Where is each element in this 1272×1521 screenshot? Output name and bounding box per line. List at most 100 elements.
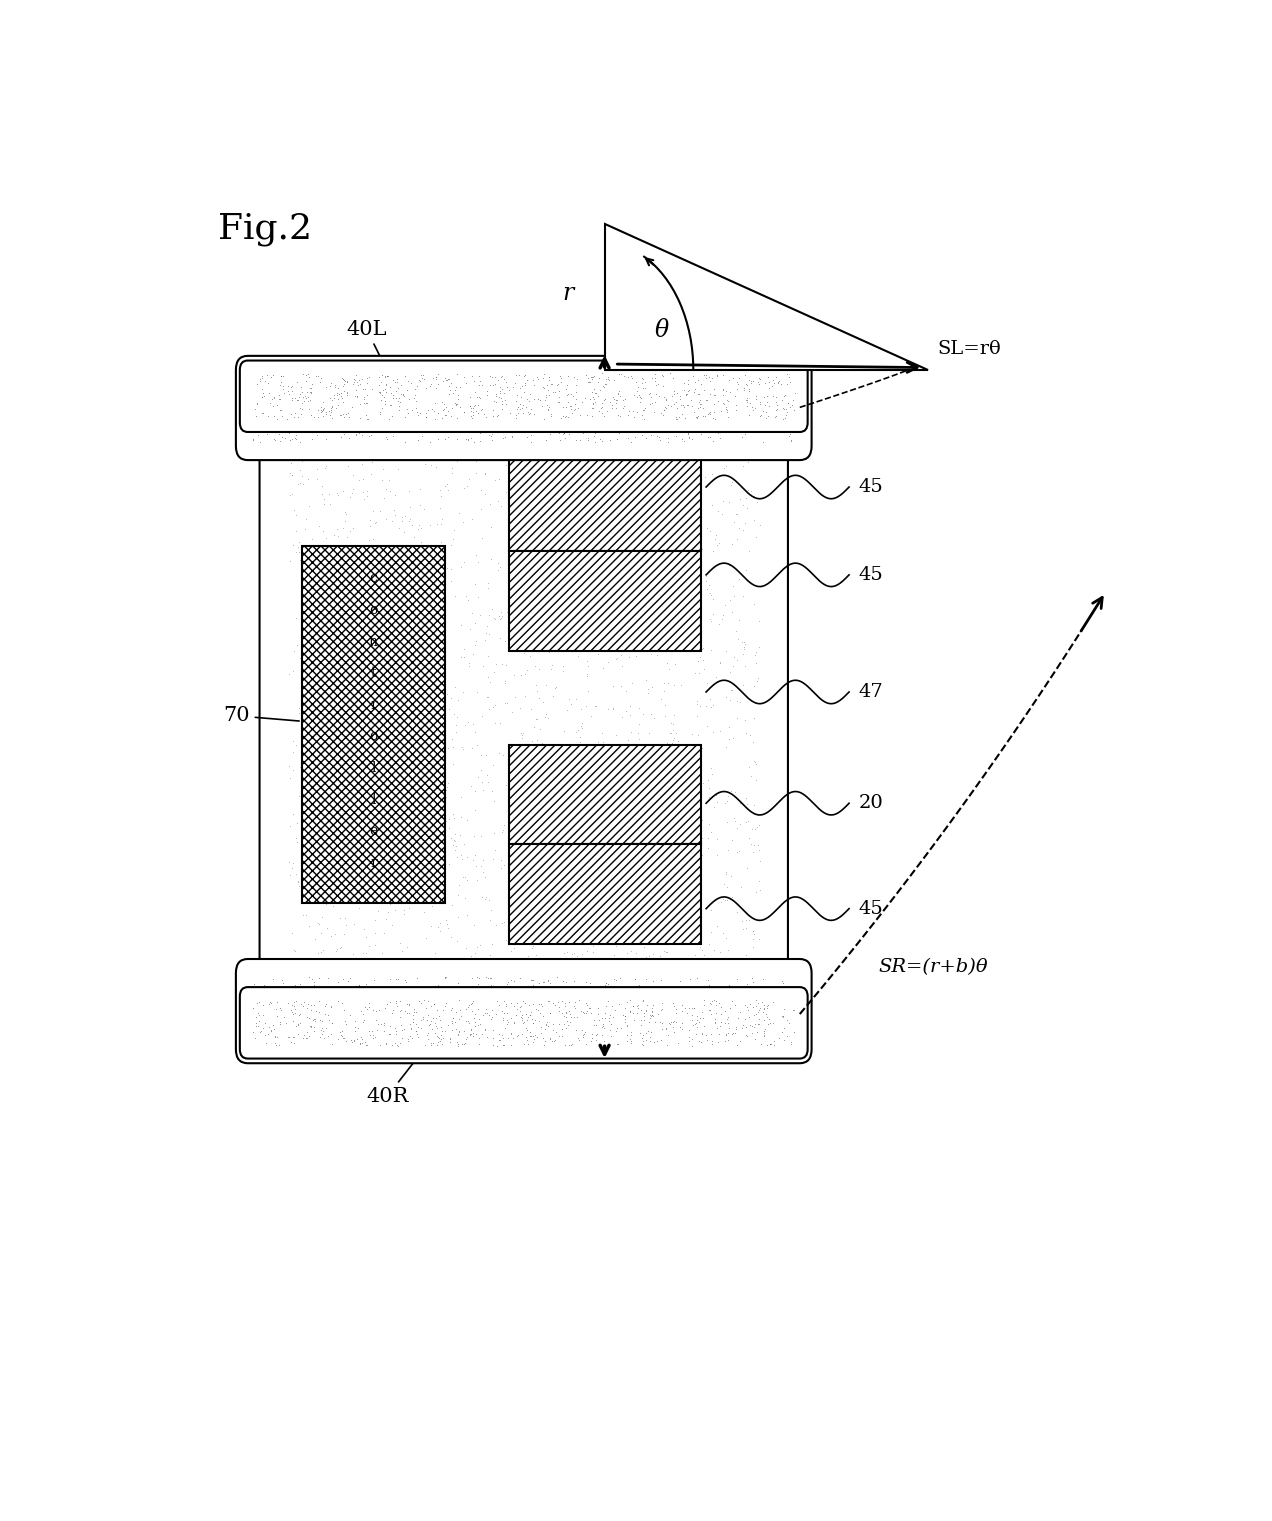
Point: [715, 1013, 735, 1037]
Point: [740, 764, 761, 788]
Point: [393, 1016, 413, 1040]
Point: [691, 811, 711, 835]
Point: [622, 925, 642, 949]
Point: [604, 999, 625, 1024]
Point: [289, 983, 309, 1007]
Point: [527, 678, 547, 703]
Point: [307, 456, 327, 481]
Point: [617, 868, 637, 893]
Point: [600, 496, 621, 520]
Point: [605, 934, 626, 958]
Point: [359, 990, 379, 1015]
Point: [356, 406, 377, 430]
Point: [764, 1033, 785, 1057]
Point: [463, 824, 483, 849]
Point: [649, 987, 669, 1011]
Point: [270, 1004, 290, 1028]
Point: [467, 680, 487, 704]
Point: [534, 503, 555, 528]
Point: [748, 999, 768, 1024]
Point: [317, 668, 337, 692]
Point: [754, 1025, 775, 1049]
Point: [742, 386, 762, 411]
Point: [590, 983, 611, 1007]
Point: [373, 364, 393, 388]
Point: [406, 440, 426, 464]
Point: [501, 424, 522, 449]
Point: [412, 707, 432, 732]
Point: [369, 399, 389, 423]
Point: [683, 394, 703, 418]
Point: [594, 1030, 614, 1054]
Point: [519, 380, 539, 405]
Point: [318, 861, 338, 885]
Point: [656, 435, 677, 459]
Point: [725, 403, 745, 427]
Point: [640, 980, 660, 1004]
Point: [670, 392, 691, 417]
Point: [280, 549, 300, 573]
Point: [659, 476, 679, 500]
Point: [570, 538, 590, 563]
Point: [343, 808, 364, 832]
Point: [557, 382, 577, 406]
Point: [525, 411, 546, 435]
Point: [734, 376, 754, 400]
Point: [731, 910, 752, 934]
Point: [397, 1001, 417, 1025]
Point: [714, 392, 734, 417]
Point: [616, 698, 636, 722]
Point: [248, 385, 268, 409]
Point: [370, 499, 391, 523]
Point: [352, 941, 373, 966]
Point: [773, 1005, 794, 1030]
Point: [304, 993, 324, 1018]
Point: [268, 405, 289, 429]
Point: [279, 382, 299, 406]
Point: [604, 386, 625, 411]
Point: [296, 1005, 317, 1030]
Point: [471, 435, 491, 459]
Point: [525, 411, 546, 435]
Point: [656, 940, 677, 964]
Point: [558, 687, 579, 712]
Point: [337, 370, 357, 394]
Point: [244, 415, 265, 440]
Point: [781, 420, 801, 444]
Point: [572, 1016, 593, 1040]
Point: [590, 377, 611, 402]
Point: [333, 415, 354, 440]
Point: [268, 981, 289, 1005]
Point: [436, 908, 457, 932]
Point: [342, 516, 363, 540]
Point: [679, 1028, 700, 1053]
Point: [342, 400, 363, 424]
Point: [612, 417, 632, 441]
Point: [536, 385, 556, 409]
Point: [678, 423, 698, 447]
Point: [696, 405, 716, 429]
Point: [730, 1028, 750, 1053]
Point: [460, 1022, 481, 1046]
Point: [273, 374, 294, 399]
Text: 45: 45: [859, 566, 884, 584]
Point: [516, 367, 537, 391]
Point: [492, 744, 513, 768]
Point: [577, 938, 598, 963]
Point: [480, 373, 500, 397]
Point: [337, 380, 357, 405]
Point: [247, 391, 267, 415]
Point: [729, 430, 749, 455]
Point: [411, 364, 431, 388]
Point: [780, 986, 800, 1010]
Point: [383, 368, 403, 392]
Point: [775, 1016, 795, 1040]
Point: [509, 949, 529, 973]
Point: [612, 532, 632, 557]
Point: [541, 403, 561, 427]
Point: [287, 370, 308, 394]
Point: [591, 558, 612, 583]
Point: [594, 412, 614, 437]
Point: [382, 972, 402, 996]
Point: [460, 1018, 481, 1042]
